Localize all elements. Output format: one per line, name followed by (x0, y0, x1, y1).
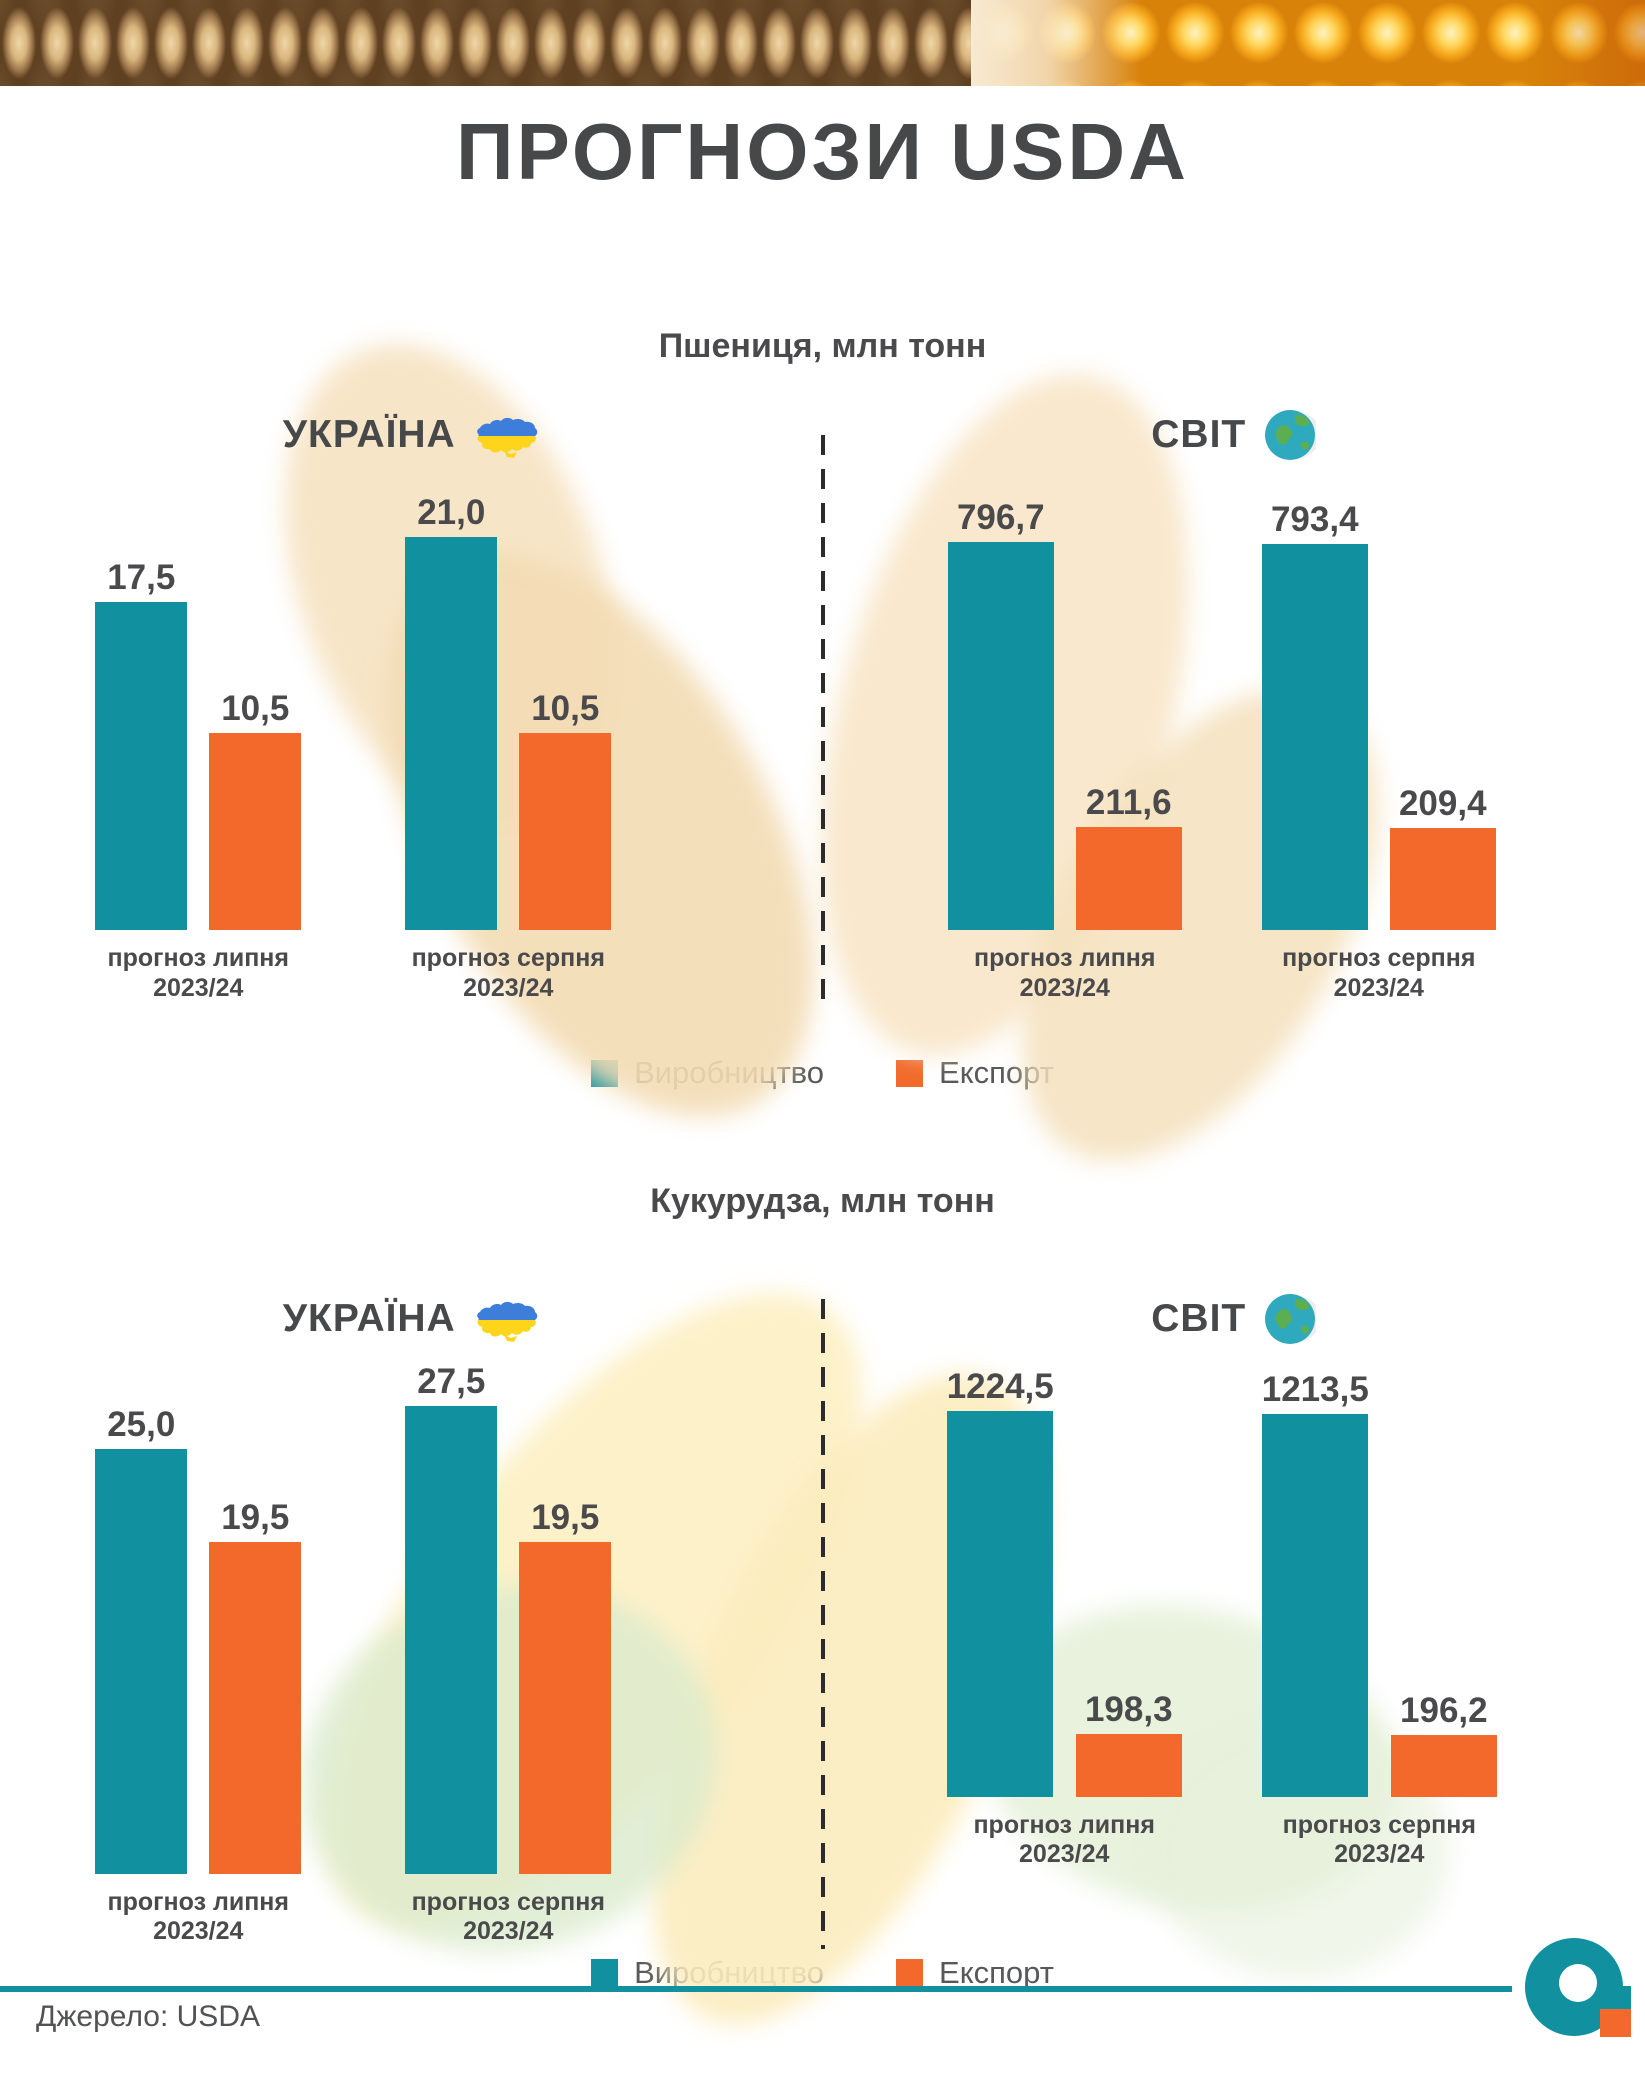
export-bar (1076, 827, 1182, 930)
wheat-chart-title: Пшениця, млн тонн (0, 328, 1645, 365)
footer-accent-line (0, 1986, 1512, 1992)
production-value-label: 793,4 (1271, 502, 1359, 537)
export-value-label: 19,5 (531, 1500, 599, 1535)
export-value-label: 196,2 (1400, 1693, 1488, 1728)
forecast-group-label: прогноз серпня 2023/24 (1262, 944, 1496, 1003)
production-value-label: 21,0 (417, 495, 485, 530)
page-title: ПРОГНОЗИ USDA (0, 112, 1645, 192)
export-value-label: 10,5 (221, 691, 289, 726)
legend-item-production: Виробництво (591, 1055, 824, 1091)
legend-export-swatch (896, 1060, 923, 1087)
forecast-group-label: прогноз серпня 2023/24 (393, 944, 623, 1003)
agro-logo (1524, 1936, 1632, 2038)
wheat-ukraine-header: УКРАЇНА (0, 405, 823, 465)
forecast-group-label: прогноз липня 2023/24 (948, 944, 1182, 1003)
export-bar (209, 733, 301, 930)
forecast-group-label: прогноз серпня 2023/24 (1262, 1811, 1497, 1870)
panel-title: УКРАЇНА (283, 413, 456, 457)
forecast-group-label: прогноз серпня 2023/24 (393, 1888, 623, 1947)
panel-title: СВІТ (1151, 413, 1246, 457)
export-value-label: 211,6 (1086, 785, 1172, 820)
legend-item-export: Експорт (896, 1055, 1054, 1091)
legend-export-swatch (896, 1959, 923, 1986)
forecast-group-label: прогноз липня 2023/24 (83, 944, 313, 1003)
export-value-label: 209,4 (1399, 786, 1487, 821)
production-bar (95, 1449, 187, 1874)
forecast-group: 1224,5 198,3 прогноз липня 2023/24 (947, 1349, 1182, 1870)
corn-chart-section: Кукурудза, млн тонн УКРАЇНА (0, 1183, 1645, 1990)
forecast-group: 27,5 19,5 прогноз серпня 2023/24 (393, 1349, 623, 1947)
forecast-group: 793,4 209,4 прогноз серпня 2023/24 (1262, 465, 1496, 1003)
ukraine-map-flag-icon (474, 1295, 540, 1343)
legend-export-label: Експорт (939, 1055, 1054, 1091)
export-bar (519, 1542, 611, 1874)
export-bar (1391, 1735, 1497, 1797)
production-value-label: 1213,5 (1262, 1372, 1369, 1407)
export-bar (1390, 828, 1496, 930)
legend-production-label: Виробництво (634, 1055, 824, 1091)
production-bar (95, 602, 187, 930)
production-value-label: 17,5 (107, 560, 175, 595)
production-value-label: 25,0 (107, 1407, 175, 1442)
globe-icon (1264, 1293, 1316, 1345)
forecast-group-label: прогноз липня 2023/24 (947, 1811, 1182, 1870)
export-bar (1076, 1734, 1182, 1797)
production-bar (405, 537, 497, 930)
legend-production-swatch (591, 1959, 618, 1986)
wheat-grains-photo (0, 0, 971, 86)
corn-ukraine-header: УКРАЇНА (0, 1289, 823, 1349)
production-value-label: 796,7 (957, 500, 1045, 535)
forecast-group: 796,7 211,6 прогноз липня 2023/24 (948, 465, 1182, 1003)
forecast-group: 21,0 10,5 прогноз серпня 2023/24 (393, 465, 623, 1003)
forecast-group: 17,5 10,5 прогноз липня 2023/24 (83, 465, 313, 1003)
forecast-group: 1213,5 196,2 прогноз серпня 2023/24 (1262, 1349, 1497, 1870)
corn-chart-body: УКРАЇНА 25,0 (0, 1289, 1645, 1947)
wheat-world-panel: СВІТ 796,7 (823, 405, 1645, 1003)
export-bar (519, 733, 611, 930)
corn-world-panel: СВІТ 1224,5 (823, 1289, 1645, 1870)
production-bar (947, 1411, 1053, 1797)
wheat-chart-body: УКРАЇНА 17,5 (0, 405, 1645, 1003)
forecast-group-label: прогноз липня 2023/24 (83, 1888, 313, 1947)
forecast-group: 25,0 19,5 прогноз липня 2023/24 (83, 1349, 313, 1947)
wheat-ukraine-panel: УКРАЇНА 17,5 (0, 405, 823, 1003)
production-value-label: 1224,5 (947, 1369, 1054, 1404)
wheat-legend: Виробництво Експорт (0, 1055, 1645, 1091)
wheat-world-header: СВІТ (823, 405, 1645, 465)
export-value-label: 10,5 (531, 691, 599, 726)
source-text: Джерело: USDA (36, 2000, 260, 2034)
legend-production-swatch (591, 1060, 618, 1087)
export-bar (209, 1542, 301, 1874)
production-value-label: 27,5 (417, 1364, 485, 1399)
export-value-label: 198,3 (1085, 1692, 1173, 1727)
corn-chart-title: Кукурудза, млн тонн (0, 1183, 1645, 1220)
ukraine-map-flag-icon (474, 411, 540, 459)
panel-title: УКРАЇНА (283, 1297, 456, 1341)
corn-ukraine-panel: УКРАЇНА 25,0 (0, 1289, 823, 1947)
top-photo-banner (0, 0, 1645, 86)
wheat-chart-section: Пшениця, млн тонн УКРАЇНА (0, 328, 1645, 1091)
production-bar (1262, 544, 1368, 930)
production-bar (405, 1406, 497, 1874)
export-value-label: 19,5 (221, 1500, 289, 1535)
panel-title: СВІТ (1151, 1297, 1246, 1341)
globe-icon (1264, 409, 1316, 461)
production-bar (1262, 1414, 1368, 1797)
corn-kernels-photo (971, 0, 1645, 86)
production-bar (948, 542, 1054, 930)
corn-world-header: СВІТ (823, 1289, 1645, 1349)
